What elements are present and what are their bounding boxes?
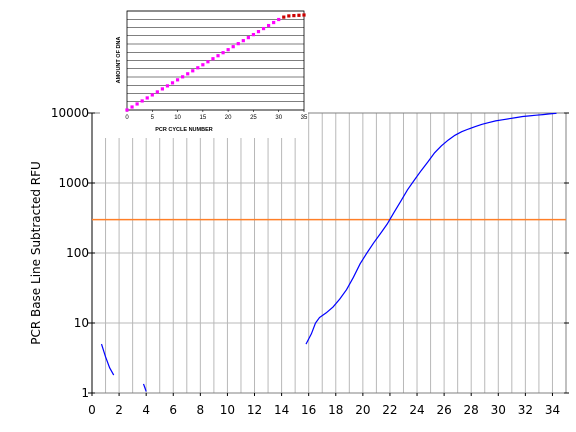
x-tick-label: 30 — [491, 403, 506, 417]
inset-point — [196, 66, 200, 70]
inset-point — [186, 72, 190, 76]
inset-point — [216, 54, 220, 58]
y-axis-label: PCR Base Line Subtracted RFU — [29, 161, 43, 345]
inset-x-tick-label: 5 — [151, 115, 155, 121]
inset-point — [236, 42, 240, 46]
inset-x-tick-label: 15 — [200, 115, 207, 121]
y-tick-label: 10000 — [51, 106, 89, 120]
inset-point — [261, 26, 266, 31]
inset-point — [165, 84, 170, 88]
inset-x-tick-label: 0 — [125, 115, 129, 121]
inset-point — [125, 108, 129, 112]
inset-point — [256, 29, 261, 34]
inset-point — [206, 60, 210, 64]
inset-point — [246, 36, 250, 40]
inset-plot: 0 5 10 15 20 25 30 35 — [100, 2, 308, 138]
inset-point — [226, 48, 230, 52]
inset-point — [272, 20, 276, 25]
x-tick-label: 16 — [301, 403, 316, 417]
x-tick-label: 20 — [355, 403, 370, 417]
inset-point — [282, 15, 286, 19]
x-tick-label: 32 — [518, 403, 533, 417]
x-tick-label: 34 — [545, 403, 560, 417]
inset-x-tick-label: 35 — [301, 115, 308, 121]
y-tick-label: 1 — [81, 386, 89, 400]
inset-x-tick-label: 30 — [275, 115, 282, 121]
x-tick-label: 0 — [88, 403, 96, 417]
x-tick-label: 12 — [247, 403, 262, 417]
inset-x-tick-label: 10 — [174, 115, 181, 121]
inset-point — [135, 102, 139, 106]
x-tick-label: 8 — [197, 403, 205, 417]
inset-x-tick-label: 25 — [250, 115, 257, 121]
inset-point — [130, 105, 134, 109]
x-tick-label: 2 — [115, 403, 123, 417]
inset-point — [175, 78, 180, 82]
series-line — [305, 112, 557, 345]
inset-point — [251, 33, 256, 37]
inset-point — [145, 96, 149, 100]
inset-point — [150, 93, 154, 97]
x-tick-label: 10 — [220, 403, 235, 417]
inset-point — [221, 51, 225, 55]
inset-y-axis-label: AMOUNT OF DNA — [116, 37, 122, 84]
x-tick-label: 6 — [169, 403, 177, 417]
inset-point — [191, 69, 195, 73]
inset-point — [302, 13, 306, 17]
series-line — [142, 383, 147, 392]
inset-point — [231, 45, 235, 49]
inset-point — [297, 13, 301, 17]
inset-point — [155, 90, 159, 94]
x-tick-label: 14 — [274, 403, 289, 417]
inset-point — [277, 17, 281, 22]
x-tick-label: 28 — [464, 403, 479, 417]
x-tick-label: 22 — [382, 403, 397, 417]
y-tick-label: 1000 — [58, 176, 89, 190]
inset-frame — [126, 10, 305, 111]
y-tick-label: 10 — [74, 316, 89, 330]
inset-point — [287, 14, 291, 18]
inset-point — [170, 81, 175, 85]
x-tick-label: 18 — [328, 403, 343, 417]
y-tick-label: 100 — [66, 246, 89, 260]
inset-point — [181, 75, 185, 79]
inset-point — [201, 63, 205, 67]
x-tick-label: 24 — [409, 403, 424, 417]
inset-point — [267, 23, 271, 28]
inset-x-tick-label: 20 — [225, 115, 232, 121]
inset-point — [241, 39, 245, 43]
x-tick-label: 4 — [142, 403, 150, 417]
inset-point — [211, 57, 215, 61]
inset-background — [100, 2, 308, 138]
series-line — [100, 343, 115, 376]
inset-point — [140, 99, 144, 103]
inset-point — [292, 14, 296, 18]
inset-point — [160, 87, 164, 91]
x-tick-label: 26 — [436, 403, 451, 417]
inset-x-axis-label: PCR CYCLE NUMBER — [155, 127, 212, 133]
